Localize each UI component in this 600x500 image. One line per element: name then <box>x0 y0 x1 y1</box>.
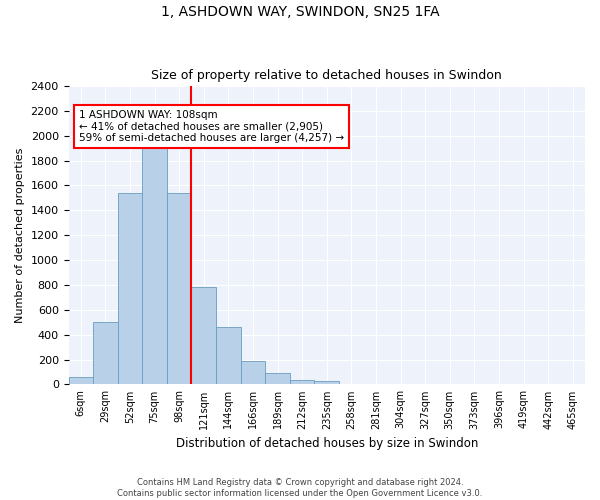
Bar <box>290 380 314 384</box>
Bar <box>167 193 191 384</box>
Text: 1, ASHDOWN WAY, SWINDON, SN25 1FA: 1, ASHDOWN WAY, SWINDON, SN25 1FA <box>161 5 439 19</box>
Bar <box>68 377 93 384</box>
Bar <box>265 373 290 384</box>
Bar <box>216 327 241 384</box>
Bar <box>118 193 142 384</box>
Bar <box>142 144 167 384</box>
Bar <box>241 362 265 384</box>
Text: Contains HM Land Registry data © Crown copyright and database right 2024.
Contai: Contains HM Land Registry data © Crown c… <box>118 478 482 498</box>
X-axis label: Distribution of detached houses by size in Swindon: Distribution of detached houses by size … <box>176 437 478 450</box>
Bar <box>191 288 216 384</box>
Text: 1 ASHDOWN WAY: 108sqm
← 41% of detached houses are smaller (2,905)
59% of semi-d: 1 ASHDOWN WAY: 108sqm ← 41% of detached … <box>79 110 344 143</box>
Title: Size of property relative to detached houses in Swindon: Size of property relative to detached ho… <box>151 69 502 82</box>
Bar <box>93 322 118 384</box>
Y-axis label: Number of detached properties: Number of detached properties <box>15 148 25 323</box>
Bar <box>314 382 339 384</box>
